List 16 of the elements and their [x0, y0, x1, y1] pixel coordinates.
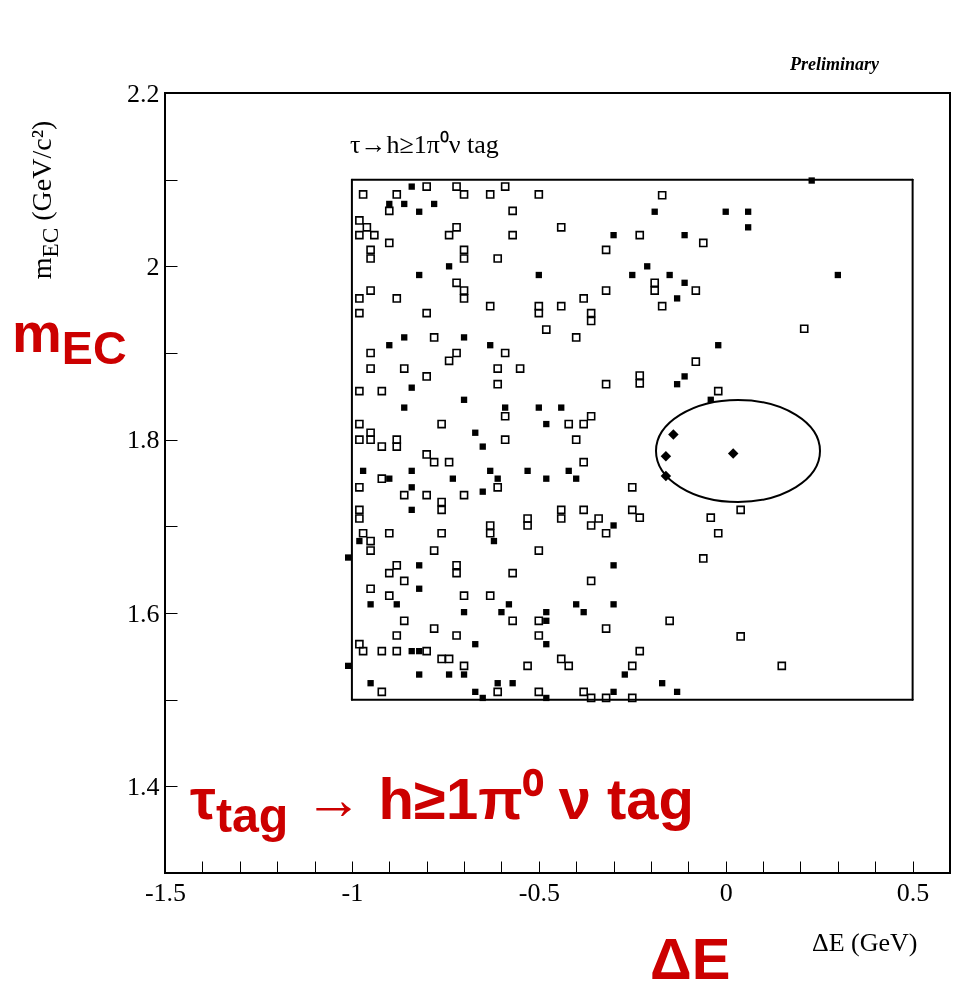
y-tick-label: 1.4: [127, 771, 160, 801]
y-tick-label: 1.8: [127, 425, 160, 455]
x-tick-label: -1: [341, 877, 364, 907]
y-tick-label: 2: [146, 251, 160, 281]
x-tick-label: -0.5: [518, 877, 560, 907]
x-tick-label: 0.5: [896, 877, 930, 907]
y-tick-label: 1.6: [127, 598, 160, 628]
x-tick-label: -1.5: [144, 877, 187, 907]
text: ΔE: [650, 926, 731, 991]
annotation: τ$_{tag}$ → h≥1π⁰ ν tag: [190, 766, 695, 842]
annotation: τ→h≥1π⁰ν tag: [350, 130, 499, 159]
y-tick-label: 2.2: [127, 78, 160, 108]
text: Preliminary: [790, 54, 879, 74]
x-axis-title: ΔE (GeV): [812, 928, 918, 957]
x-tick-label: 0: [719, 877, 733, 907]
text: m$_{EC}$: [12, 301, 127, 375]
